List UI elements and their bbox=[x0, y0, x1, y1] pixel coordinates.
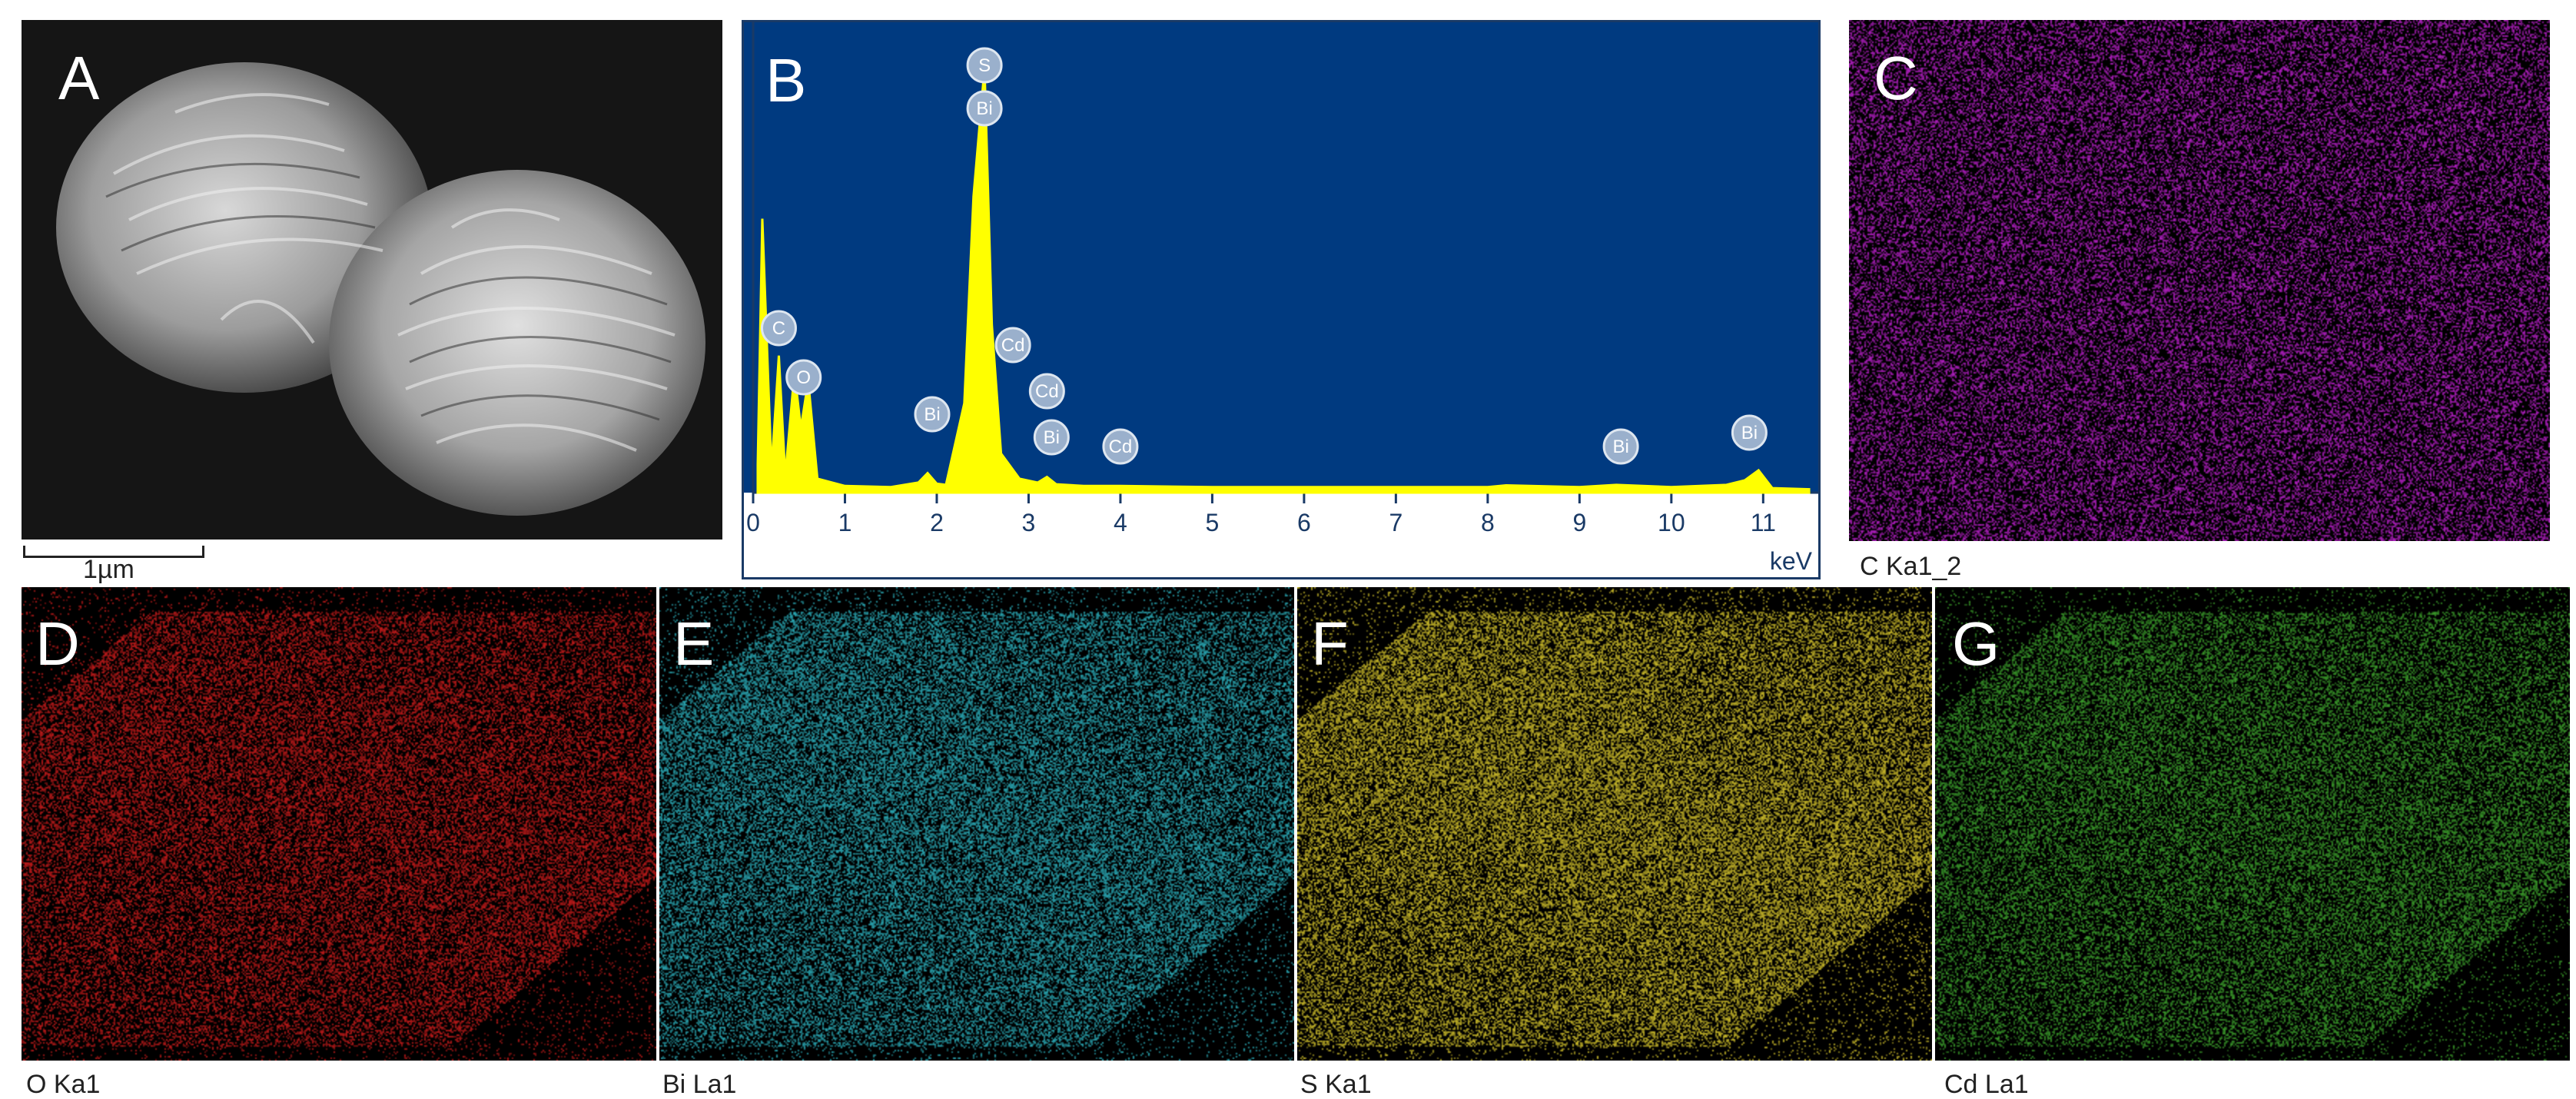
x-tick-label: 6 bbox=[1297, 509, 1311, 536]
panel-label-d: D bbox=[35, 609, 80, 678]
svg-text:Bi: Bi bbox=[1612, 437, 1628, 457]
svg-text:Bi: Bi bbox=[976, 98, 992, 119]
oxygen-map-caption: O Ka1 bbox=[26, 1070, 101, 1099]
bismuth-map-caption: Bi La1 bbox=[662, 1070, 737, 1099]
x-tick-label: 4 bbox=[1114, 509, 1127, 536]
eds-spectrum-panel: 0 1 2 3 4 5 6 7 8 9 10 11 S Bi C O Cd Bi Cd Bi Cd Bi Bi keV B bbox=[742, 20, 1821, 579]
carbon-map-panel: C bbox=[1849, 20, 2550, 541]
sulfur-map-panel: F bbox=[1297, 587, 1932, 1061]
svg-text:Bi: Bi bbox=[1044, 427, 1060, 448]
panel-label-a: A bbox=[58, 44, 100, 112]
x-tick-label: 2 bbox=[930, 509, 944, 536]
spectrum-series bbox=[756, 67, 1811, 494]
eds-spectrum-chart: 0 1 2 3 4 5 6 7 8 9 10 11 S Bi C O Cd Bi Cd Bi Cd Bi Bi keV bbox=[744, 22, 1818, 575]
x-tick-label: 1 bbox=[838, 509, 852, 536]
x-axis-label: keV bbox=[1770, 547, 1813, 575]
bismuth-map-panel: E bbox=[659, 587, 1294, 1061]
sem-image-panel: A bbox=[22, 20, 722, 540]
cadmium-map-caption: Cd La1 bbox=[1944, 1070, 2029, 1099]
oxygen-map-panel: D bbox=[22, 587, 656, 1061]
peak-label-cd: Cd bbox=[1028, 373, 1065, 410]
peak-label-bi: Bi bbox=[966, 90, 1003, 127]
svg-text:O: O bbox=[796, 367, 811, 388]
panel-label-f: F bbox=[1311, 609, 1349, 678]
peak-label-cd: Cd bbox=[1102, 428, 1139, 465]
peak-label-cd: Cd bbox=[994, 327, 1031, 364]
x-tick-label: 9 bbox=[1572, 509, 1586, 536]
sulfur-map-caption: S Ka1 bbox=[1300, 1070, 1372, 1099]
x-tick-label: 11 bbox=[1751, 509, 1776, 536]
svg-text:Bi: Bi bbox=[924, 404, 940, 425]
scale-bar-label: 1µm bbox=[83, 555, 134, 584]
svg-text:Cd: Cd bbox=[1001, 335, 1025, 356]
x-tick-label: 10 bbox=[1658, 509, 1685, 536]
x-tick-label: 3 bbox=[1022, 509, 1036, 536]
x-tick-label: 5 bbox=[1206, 509, 1220, 536]
sulfur-map bbox=[1297, 587, 1932, 1061]
panel-label-c: C bbox=[1874, 44, 1918, 112]
oxygen-map bbox=[22, 587, 656, 1061]
peak-label-o: O bbox=[785, 359, 822, 396]
panel-label-b: B bbox=[765, 46, 807, 115]
scale-bar bbox=[23, 546, 204, 558]
panel-label-e: E bbox=[673, 609, 715, 678]
carbon-map-caption: C Ka1_2 bbox=[1860, 552, 1962, 581]
peak-label-bi: Bi bbox=[1731, 414, 1768, 451]
svg-text:Cd: Cd bbox=[1035, 381, 1059, 402]
x-tick-label: 0 bbox=[746, 509, 760, 536]
svg-text:Bi: Bi bbox=[1741, 423, 1758, 443]
panel-label-g: G bbox=[1952, 609, 2000, 678]
svg-text:Cd: Cd bbox=[1109, 437, 1133, 457]
carbon-map bbox=[1849, 20, 2550, 541]
peak-label-bi: Bi bbox=[1033, 419, 1070, 456]
svg-text:C: C bbox=[772, 318, 785, 339]
cadmium-map bbox=[1935, 587, 2570, 1061]
x-tick-label: 7 bbox=[1389, 509, 1403, 536]
sem-image bbox=[22, 20, 722, 540]
cadmium-map-panel: G bbox=[1935, 587, 2570, 1061]
svg-text:S: S bbox=[978, 55, 991, 76]
plot-area bbox=[744, 22, 1818, 493]
peak-label-s: S bbox=[966, 47, 1003, 84]
bismuth-map bbox=[659, 587, 1294, 1061]
peak-label-bi: Bi bbox=[1602, 428, 1639, 465]
x-tick-label: 8 bbox=[1481, 509, 1495, 536]
peak-label-bi: Bi bbox=[914, 396, 951, 433]
peak-label-c: C bbox=[760, 310, 797, 347]
